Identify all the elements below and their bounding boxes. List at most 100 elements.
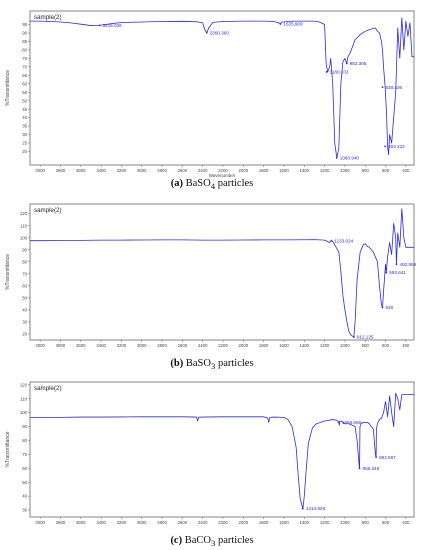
y-tick-label: 40 — [22, 494, 27, 499]
x-tick-label: 2400 — [198, 520, 208, 525]
x-tick-label: 3200 — [117, 343, 127, 348]
peak-marker — [384, 145, 387, 148]
peak-marker — [385, 271, 388, 274]
peak-marker — [98, 24, 101, 27]
ftir-chart-a: sample(2) %Transmittance Wavenumber 4000 380… — [5, 10, 415, 178]
peak-marker — [358, 467, 361, 470]
peak-marker — [338, 421, 340, 424]
y-tick-label: 60 — [22, 283, 27, 288]
peak-label: 1635.909 — [283, 22, 303, 27]
x-tick-label: 1600 — [279, 343, 289, 348]
x-tick-label: 2600 — [178, 520, 188, 525]
y-tick-label: 20 — [22, 149, 27, 154]
y-tick-label: 100 — [20, 410, 28, 415]
x-tick-label: 2600 — [178, 168, 188, 173]
x-tick-label: 600 — [382, 520, 390, 525]
caption-c: (c) BaCO3 particles — [0, 535, 424, 548]
y-tick-label: 80 — [22, 438, 27, 443]
spectrum-line — [30, 17, 414, 159]
y-tick-label: 30 — [22, 508, 27, 513]
peak-marker — [205, 31, 208, 34]
y-tick-label: 120 — [20, 382, 28, 387]
y-tick-label: 50 — [22, 98, 27, 103]
y-tick-label: 120 — [20, 211, 28, 216]
caption-c-label: (c) — [170, 535, 183, 546]
y-tick-label: 85 — [22, 39, 27, 44]
caption-a-rest: particles — [215, 178, 254, 189]
x-tick-label: 3200 — [117, 520, 127, 525]
panel-a-baso4: sample(2) %Transmittance Wavenumber 4000 380… — [0, 0, 424, 194]
y-tick-label: 80 — [22, 48, 27, 53]
y-tick-label: 90 — [22, 424, 27, 429]
ftir-chart-b: sample(2) %Transmittance 4000 3800 3600 3400 3… — [5, 203, 417, 348]
peak-label: 492.559 — [400, 262, 417, 267]
x-tick-label: 2200 — [218, 168, 228, 173]
peak-marker — [330, 239, 333, 242]
x-tick-label: 1800 — [259, 343, 269, 348]
x-tick-label: 400 — [402, 520, 410, 525]
caption-c-sub: 3 — [210, 538, 216, 549]
peak-label: 1080.940 — [340, 155, 360, 160]
x-tick-label: 1000 — [340, 520, 350, 525]
ftir-chart-c: sample(2) %Transmittance 4000 3800 3600 3400 3… — [5, 381, 415, 525]
peak-label: 692.867 — [379, 455, 396, 460]
caption-b-rest: particles — [215, 358, 254, 369]
y-tick-label: 40 — [22, 308, 27, 313]
peak-marker — [395, 263, 398, 266]
x-tick-label: 2000 — [239, 343, 249, 348]
x-tick-label: 3600 — [76, 168, 86, 173]
x-tick-label: 2400 — [198, 343, 208, 348]
peak-label: 2360.360 — [210, 30, 230, 35]
peak-label: 982.305 — [350, 61, 367, 66]
y-tick-label: 25 — [22, 141, 27, 146]
y-tick-label: 90 — [22, 247, 27, 252]
x-tick-label: 1200 — [320, 168, 330, 173]
peak-label: 1059.569 — [342, 420, 362, 425]
caption-a-base: BaSO — [185, 178, 211, 189]
peak-label: 856.346 — [363, 466, 380, 471]
x-tick-label: 1200 — [320, 343, 330, 348]
x-tick-label: 3600 — [76, 343, 86, 348]
y-tick-label: 80 — [22, 259, 27, 264]
x-tick-label: 2600 — [178, 343, 188, 348]
spectrum-line — [30, 208, 414, 338]
x-axis-label: Wavenumber — [209, 173, 236, 178]
caption-c-rest: particles — [215, 535, 254, 546]
caption-a-label: (a) — [170, 178, 183, 189]
x-tick-label: 4000 — [35, 168, 45, 173]
y-tick-label: 60 — [22, 81, 27, 86]
peak-marker — [375, 456, 378, 459]
y-tick-label: 45 — [22, 107, 27, 112]
x-tick-label: 800 — [362, 520, 370, 525]
x-tick-label: 3600 — [76, 520, 86, 525]
x-tick-label: 2800 — [157, 520, 167, 525]
x-tick-label: 400 — [402, 168, 410, 173]
x-tick-label: 2800 — [157, 343, 167, 348]
y-tick-label: 110 — [20, 223, 27, 228]
x-tick-label: 800 — [362, 343, 370, 348]
peak-label: 1414.826 — [306, 506, 326, 511]
x-tick-label: 2400 — [198, 168, 208, 173]
y-tick-label: 60 — [22, 466, 27, 471]
plot-frame — [29, 381, 415, 518]
y-axis-label: %Transmittance — [5, 70, 11, 106]
x-tick-label: 2200 — [218, 343, 228, 348]
caption-b-sub: 3 — [210, 361, 216, 372]
peak-marker — [352, 336, 355, 338]
x-tick-label: 1400 — [300, 520, 310, 525]
x-tick-label: 3200 — [117, 168, 127, 173]
peak-marker — [335, 156, 338, 159]
x-tick-label: 1200 — [320, 520, 330, 525]
caption-b-label: (b) — [170, 358, 184, 369]
x-tick-label: 3000 — [137, 343, 147, 348]
caption-a: (a) BaSO4 particles — [0, 178, 424, 191]
y-tick-label: 70 — [22, 64, 27, 69]
y-tick-label: 30 — [22, 132, 27, 137]
peak-label: 1180.103 — [330, 70, 349, 75]
y-tick-label: 70 — [22, 452, 27, 457]
y-axis-label: %Transmittance — [5, 431, 11, 467]
peak-marker — [279, 23, 282, 25]
x-tick-label: 3000 — [137, 168, 147, 173]
caption-b: (b) BaSO3 particles — [0, 358, 424, 371]
x-tick-label: 1400 — [300, 343, 310, 348]
